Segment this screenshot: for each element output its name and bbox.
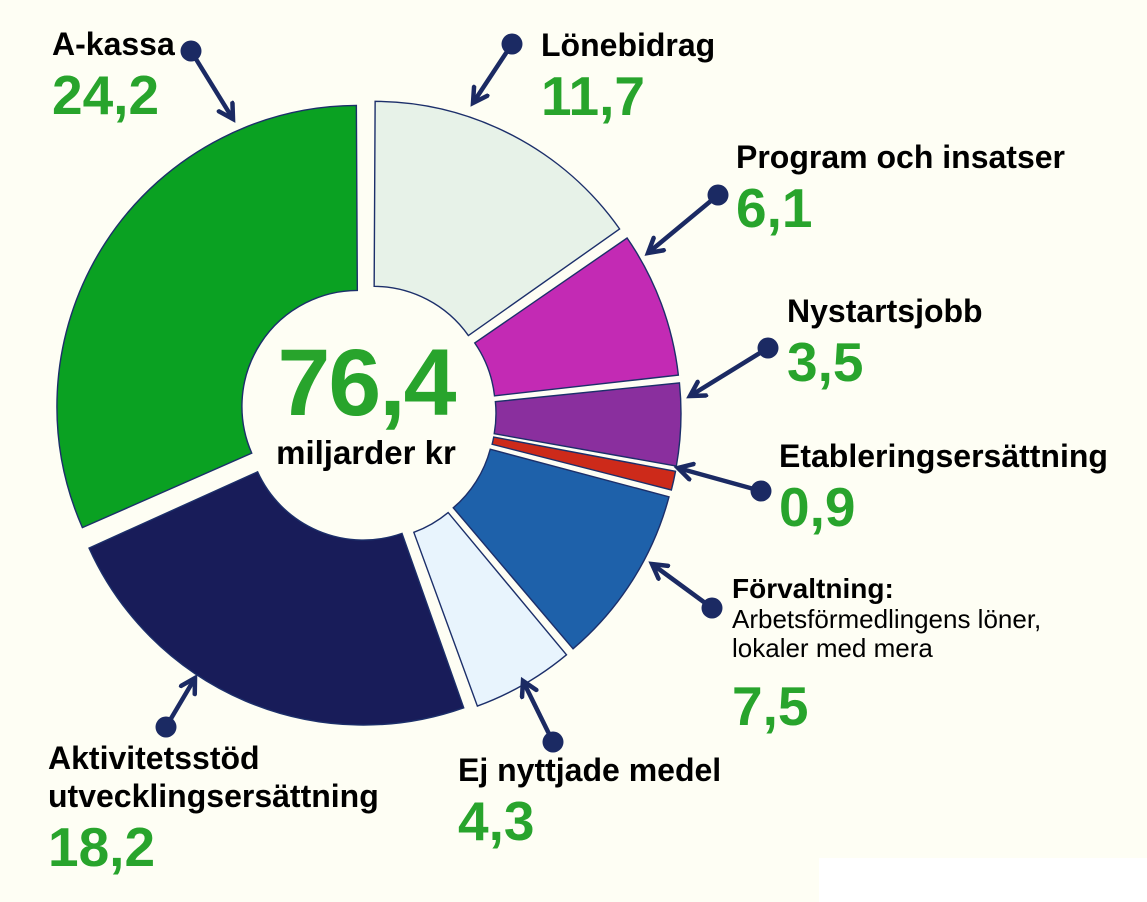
segment-label-forvaltning: Förvaltning: Arbetsförmedlingens löner, … (732, 572, 1041, 734)
donut-slice-a-kassa (56, 104, 359, 529)
segment-value: 24,2 (52, 63, 160, 126)
segment-subtitle-line2: lokaler med mera (732, 633, 933, 664)
leader-dot (542, 731, 564, 753)
leader-arrow-6 (155, 678, 196, 738)
leader-dot (180, 40, 202, 62)
donut-center-total: 76,4 miljarder kr (196, 336, 536, 471)
leader-arrow-0 (473, 33, 523, 104)
segment-value: 7,5 (732, 675, 809, 738)
leader-arrow-3 (678, 468, 772, 502)
donut-slice-l-nebidrag (373, 100, 621, 337)
segment-value: 3,5 (787, 330, 864, 393)
segment-title: Program och insatser (736, 139, 1065, 175)
leader-dot (501, 33, 523, 55)
segment-label-lonebidrag: Lönebidrag 11,7 (541, 27, 715, 124)
segment-value: 0,9 (779, 475, 856, 538)
segment-value: 18,2 (48, 815, 156, 878)
corner-white-rect (819, 858, 1147, 902)
total-caption: miljarder kr (276, 434, 456, 471)
segment-title: Lönebidrag (541, 27, 716, 63)
leader-arrow-1 (648, 184, 729, 254)
segment-title: A-kassa (52, 26, 175, 62)
segment-title: Ej nyttjade medel (458, 752, 722, 788)
leader-dot (701, 597, 723, 619)
segment-title-line2: utvecklingsersättning (48, 777, 379, 814)
donut-slice-ej-nyttjade-medel (412, 511, 568, 707)
segment-subtitle-line1: Arbetsförmedlingens löner, (732, 604, 1042, 635)
leader-arrow-7 (180, 40, 234, 120)
donut-slice-program-och-insatser (473, 237, 680, 397)
leader-dot (757, 337, 779, 359)
donut-slice-f-rvaltning (452, 448, 670, 650)
segment-title: Nystartsjobb (787, 293, 983, 329)
segment-label-a-kassa: A-kassa 24,2 (52, 26, 175, 123)
leader-dot (155, 716, 177, 738)
leader-dot (707, 184, 729, 206)
segment-label-ej-nyttjade-medel: Ej nyttjade medel 4,3 (458, 752, 721, 849)
donut-slice-aktivitetsst-d-utvecklingsers-ttning (88, 470, 465, 726)
segment-title-line1: Aktivitetsstöd (48, 740, 260, 776)
leader-arrow-4 (652, 564, 723, 619)
leader-arrow-2 (690, 337, 779, 397)
segment-label-nystartsjobb: Nystartsjobb 3,5 (787, 293, 983, 390)
segment-title: Etableringsersättning (779, 438, 1108, 474)
leader-dot (750, 480, 772, 502)
segment-value: 4,3 (458, 789, 535, 852)
segment-label-etableringsersattning: Etableringsersättning 0,9 (779, 438, 1108, 535)
leader-arrow-5 (523, 681, 564, 753)
segment-value: 11,7 (541, 64, 646, 127)
segment-label-program-och-insatser: Program och insatser 6,1 (736, 139, 1065, 236)
total-value: 76,4 (277, 330, 457, 436)
segment-title: Förvaltning: (732, 573, 894, 604)
segment-label-aktivitetsstod: Aktivitetsstöd utvecklingsersättning 18,… (48, 740, 379, 875)
segment-value: 6,1 (736, 176, 813, 239)
